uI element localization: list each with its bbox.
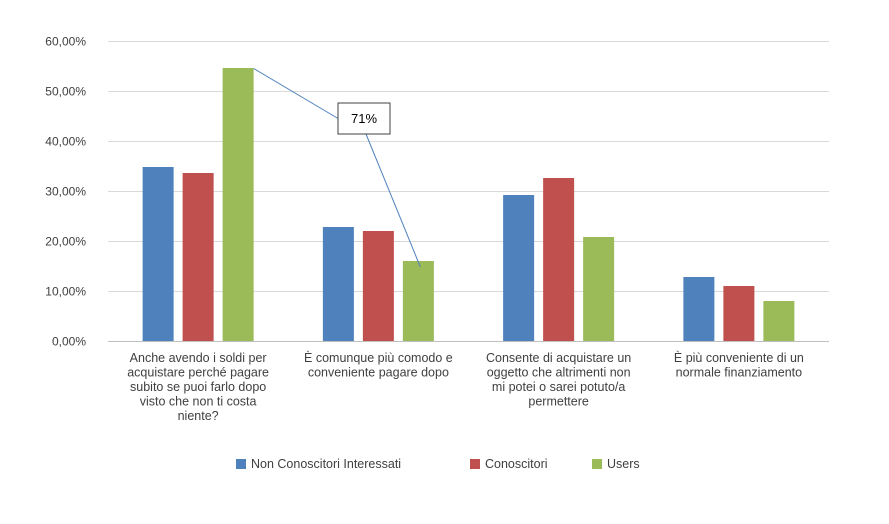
legend-swatch	[470, 459, 480, 469]
y-tick-label: 0,00%	[52, 335, 86, 349]
category-label: Anche avendo i soldi per	[130, 351, 267, 365]
legend-label: Conoscitori	[485, 457, 548, 471]
legend-label: Users	[607, 457, 640, 471]
y-tick-label: 50,00%	[45, 85, 86, 99]
bar-conoscitori	[723, 286, 755, 341]
category-label: acquistare perché pagare	[127, 366, 269, 380]
y-tick-label: 60,00%	[45, 35, 86, 49]
callout-leader-line	[253, 68, 339, 119]
bar-conoscitori	[362, 231, 394, 341]
legend-swatch	[592, 459, 602, 469]
callout-leader-line	[365, 133, 421, 268]
category-label: conveniente pagare dopo	[308, 366, 449, 380]
category-label: È più conveniente di un	[674, 350, 804, 365]
bars	[142, 68, 795, 341]
y-tick-label: 30,00%	[45, 185, 86, 199]
callout-box	[337, 102, 391, 135]
bar-non-conoscitori-interessati	[503, 195, 535, 341]
bar-non-conoscitori-interessati	[142, 167, 174, 341]
legend-label: Non Conoscitori Interessati	[251, 457, 401, 471]
category-label: mi potei o sarei potuto/a	[492, 380, 625, 394]
bar-users	[222, 68, 254, 341]
category-label: Consente di acquistare un	[486, 351, 631, 365]
bar-non-conoscitori-interessati	[683, 277, 715, 341]
legend: Non Conoscitori Interessati Conoscitori Us…	[236, 457, 640, 471]
category-label: permettere	[528, 395, 588, 409]
y-tick-label: 40,00%	[45, 135, 86, 149]
annotation: 71%	[253, 68, 421, 268]
y-axis: 0,00% 10,00% 20,00% 30,00% 40,00% 50,00% 60,00…	[45, 35, 86, 349]
category-label: normale finanziamento	[676, 366, 803, 380]
callout-label: 71%	[351, 111, 377, 126]
bar-users	[402, 261, 434, 341]
y-tick-label: 10,00%	[45, 285, 86, 299]
bar-users	[583, 237, 615, 341]
y-tick-label: 20,00%	[45, 235, 86, 249]
category-label: visto che non ti costa	[140, 395, 257, 409]
bar-users	[763, 301, 795, 341]
category-label: niente?	[178, 409, 219, 423]
gridlines	[108, 41, 829, 342]
bar-conoscitori	[543, 178, 575, 341]
category-label: È comunque più comodo e	[304, 350, 453, 365]
legend-swatch	[236, 459, 246, 469]
bar-non-conoscitori-interessati	[322, 227, 354, 341]
bar-conoscitori	[182, 173, 214, 341]
category-label: oggetto che altrimenti non	[487, 366, 631, 380]
category-label: subito se puoi farlo dopo	[130, 380, 266, 394]
